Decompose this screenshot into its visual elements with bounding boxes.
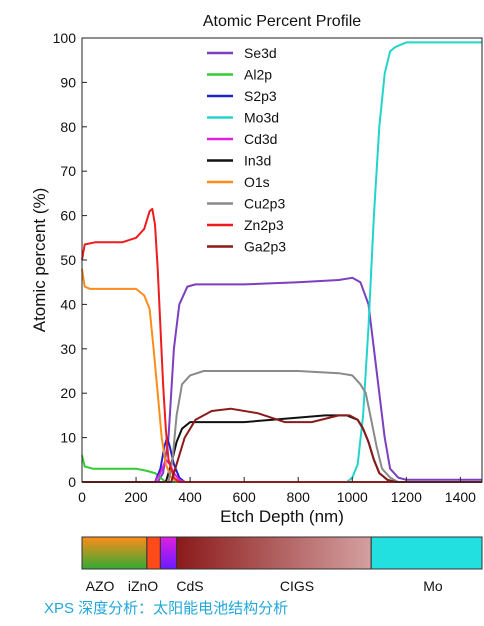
series-line-mo3d (82, 41, 482, 483)
y-tick-label: 40 (60, 296, 76, 312)
y-tick-label: 70 (60, 163, 76, 179)
x-tick-label: 1000 (337, 489, 368, 505)
x-tick-label: 400 (178, 489, 202, 505)
legend-label-zn2p3: Zn2p3 (244, 217, 284, 233)
legend-label-al2p: Al2p (244, 67, 272, 83)
series-line-cu2p3 (82, 370, 482, 483)
layer-label-izno: iZnO (128, 578, 158, 594)
series-line-zn2p3 (81, 207, 482, 483)
series-line-o1s (81, 268, 482, 483)
series-line-ga2p3 (82, 407, 482, 483)
layer-label-mo: Mo (423, 578, 443, 594)
layer-segment-cds (159, 536, 178, 570)
caption: XPS 深度分析：太阳能电池结构分析 (44, 600, 288, 617)
y-tick-label: 90 (60, 74, 76, 90)
x-tick-label: 800 (287, 489, 311, 505)
y-tick-label: 0 (68, 474, 76, 490)
y-tick-label: 20 (60, 385, 76, 401)
y-tick-label: 50 (60, 252, 76, 268)
legend-label-s2p3: S2p3 (244, 88, 277, 104)
y-axis-title: Atomic percent (%) (30, 188, 49, 333)
legend-label-mo3d: Mo3d (244, 110, 279, 126)
series-line-s2p3 (82, 436, 482, 483)
series-line-in3d (82, 414, 482, 483)
series-line-se3d (82, 276, 482, 483)
y-tick-label: 100 (53, 30, 77, 46)
legend-label-o1s: O1s (244, 174, 270, 190)
x-tick-label: 0 (78, 489, 86, 505)
x-tick-label: 1400 (445, 489, 476, 505)
layer-bar (81, 536, 483, 570)
x-axis-title: Etch Depth (nm) (220, 507, 344, 526)
legend-label-cu2p3: Cu2p3 (244, 196, 285, 212)
layer-segment-mo (370, 536, 483, 570)
legend-label-cd3d: Cd3d (244, 131, 277, 147)
layer-label-azo: AZO (86, 578, 115, 594)
legend-label-in3d: In3d (244, 153, 271, 169)
y-tick-label: 30 (60, 341, 76, 357)
layer-segment-izno (146, 536, 161, 570)
legend: Se3d Al2p S2p3 Mo3d Cd3d In3d O1s Cu2p3 Zn2p3 Ga2… (207, 45, 286, 255)
layer-segment-azo (81, 536, 148, 570)
plot-frame (81, 37, 483, 483)
y-tick-label: 10 (60, 430, 76, 446)
legend-label-ga2p3: Ga2p3 (244, 239, 286, 255)
x-tick-label: 1200 (391, 489, 422, 505)
layer-segment-cigs (176, 536, 372, 570)
legend-label-se3d: Se3d (244, 45, 277, 61)
y-tick-label: 60 (60, 208, 76, 224)
x-tick-label: 200 (124, 489, 148, 505)
x-tick-label: 600 (232, 489, 256, 505)
layer-label-cigs: CIGS (280, 578, 314, 594)
series-line-al2p (81, 455, 482, 483)
layer-label-cds: CdS (176, 578, 203, 594)
chart-title: Atomic Percent Profile (203, 13, 361, 30)
y-tick-label: 80 (60, 119, 76, 135)
